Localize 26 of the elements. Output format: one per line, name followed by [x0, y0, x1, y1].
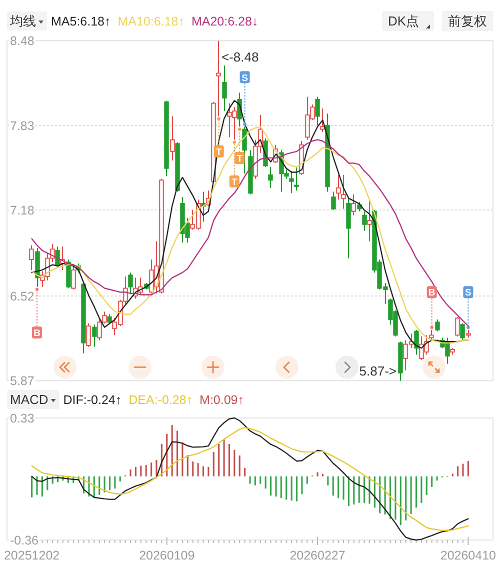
series-label: T — [216, 147, 222, 158]
legend: MACD DIF:-0.24↑ DEA:-0.28↑ M:0.09↑ — [7, 390, 244, 409]
x-tick-label: 20260410 — [440, 548, 496, 562]
text: T — [236, 154, 243, 165]
series-label: S — [242, 72, 248, 84]
text: S — [465, 288, 472, 299]
y-tick-label: 8.48 — [10, 34, 34, 48]
series-label: B — [34, 328, 41, 340]
legend-title: 均线 — [9, 14, 36, 28]
y-tick-label: 0.33 — [10, 411, 34, 426]
annotation: 5.87-> — [359, 364, 396, 379]
text: T — [232, 176, 238, 188]
x-tick-label: 20260109 — [139, 548, 195, 562]
legend: 均线 MA5:6.18↑ MA10:6.18↑ MA20:6.28↓ — [7, 12, 258, 30]
legend-title: MACD — [10, 392, 48, 407]
y-tick-label: 5.87 — [10, 374, 34, 388]
annotation: <-8.48 — [222, 50, 259, 65]
y-tick-label: -0.36 — [10, 533, 39, 548]
y-tick-label: 7.18 — [10, 203, 34, 218]
x-tick-label: 20251202 — [4, 548, 60, 562]
text: B — [428, 288, 436, 299]
x-tick-label: 20260227 — [290, 548, 346, 562]
y-tick-label: 6.52 — [10, 289, 34, 304]
button: 前复权 — [442, 11, 493, 31]
button: DK点 — [382, 11, 434, 31]
y-tick-label: 7.83 — [10, 118, 34, 133]
